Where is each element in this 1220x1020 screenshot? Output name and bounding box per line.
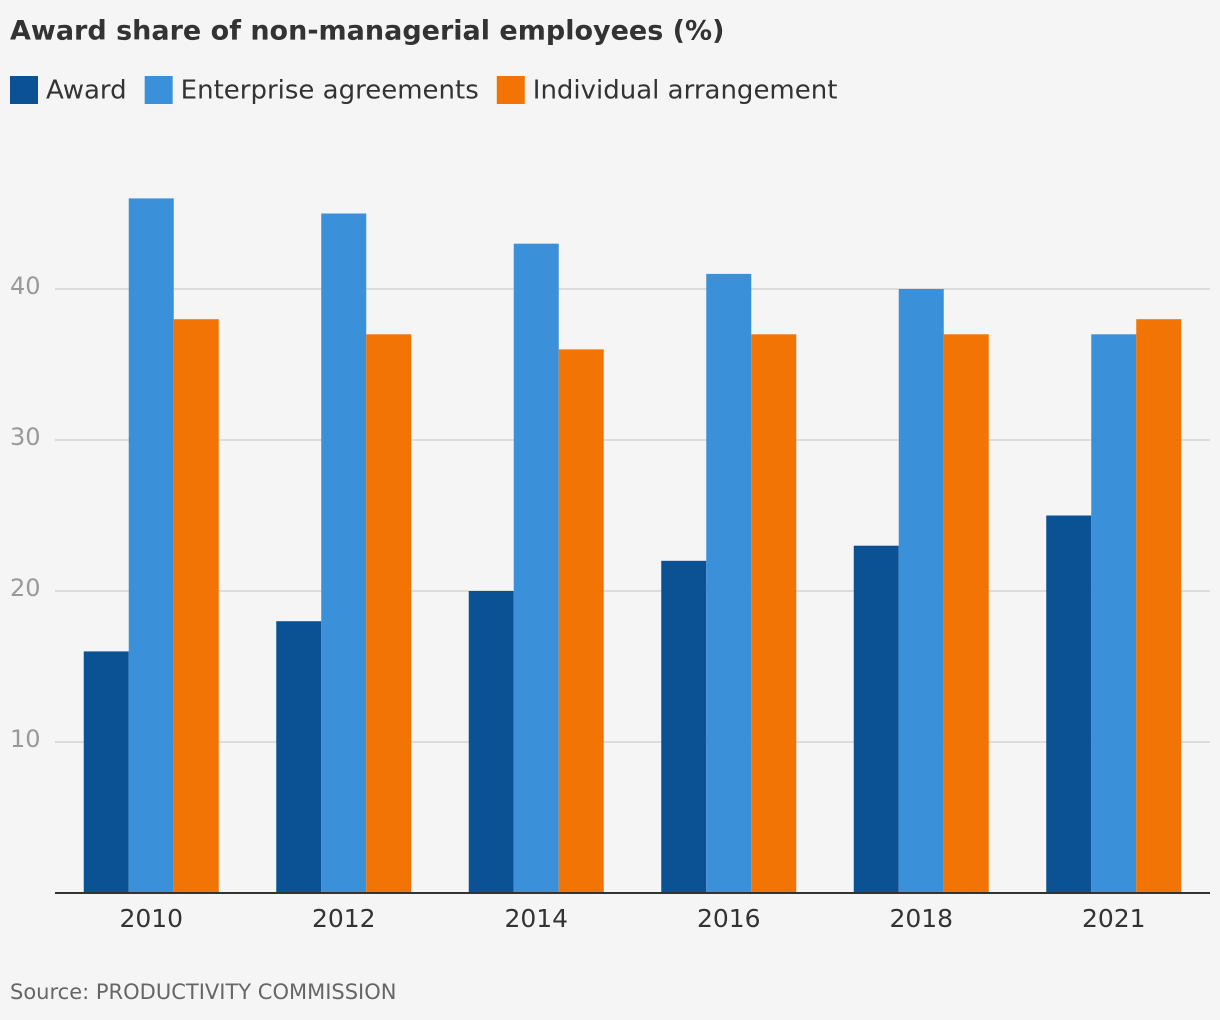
bar [558,349,604,893]
bar [661,560,707,893]
bar [276,621,322,893]
legend-swatch [496,76,525,104]
y-tick-label: 10 [10,725,41,753]
bar [321,213,367,893]
x-tick-label: 2010 [119,904,183,933]
bar [898,289,944,893]
bar [83,651,129,893]
bar [1046,515,1092,893]
legend-swatch [10,76,38,104]
bar [751,334,797,893]
legend-swatch [144,76,173,104]
legend-label: Award [46,76,127,106]
bar [853,545,899,893]
bar [943,334,989,893]
bar [1091,334,1137,893]
legend-label: Enterprise agreements [181,76,479,106]
x-tick-label: 2016 [697,904,761,933]
bar [706,273,752,893]
x-tick-label: 2021 [1082,904,1146,933]
y-tick-label: 20 [10,574,41,602]
source: Source: PRODUCTIVITY COMMISSION [10,980,397,1004]
bar [173,319,219,893]
x-tick-label: 2018 [889,904,953,933]
chart-title: Award share of non-managerial employees … [10,16,724,47]
y-tick-label: 30 [10,423,41,451]
x-tick-label: 2014 [504,904,568,933]
bar [513,243,559,893]
y-tick-label: 40 [10,272,41,300]
bar [1136,319,1182,893]
bar [366,334,412,893]
x-tick-label: 2012 [312,904,376,933]
bar [128,198,174,893]
legend-label: Individual arrangement [533,76,838,106]
bar [468,591,514,893]
